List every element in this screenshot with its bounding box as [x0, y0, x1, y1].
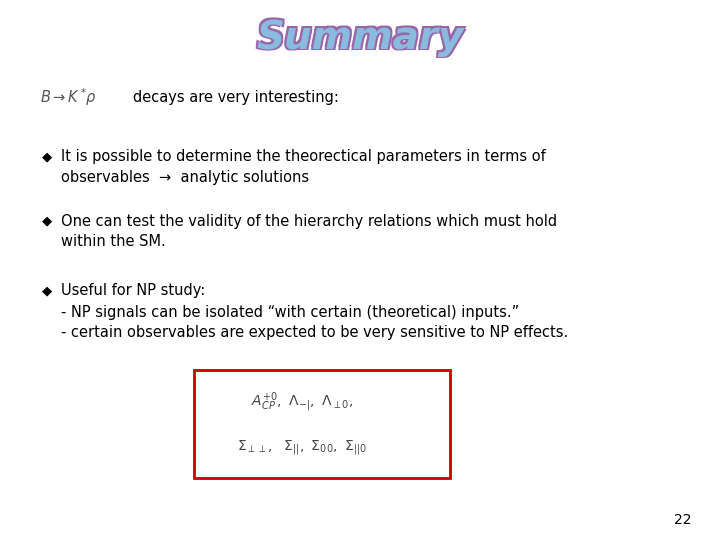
Bar: [194, 370, 450, 478]
Text: 22: 22: [674, 512, 691, 526]
Text: Summary: Summary: [258, 17, 466, 55]
Text: ◆: ◆: [42, 150, 52, 163]
Text: $A_{CP}^{+0},\ \Lambda_{-|},\ \Lambda_{\perp 0},$: $A_{CP}^{+0},\ \Lambda_{-|},\ \Lambda_{\…: [251, 391, 353, 414]
Text: ◆: ◆: [42, 284, 52, 297]
Text: ◆: ◆: [42, 215, 52, 228]
Text: - NP signals can be isolated “with certain (theoretical) inputs.”: - NP signals can be isolated “with certa…: [61, 305, 519, 320]
Text: decays are very interesting:: decays are very interesting:: [133, 90, 339, 105]
Text: Useful for NP study:: Useful for NP study:: [61, 283, 205, 298]
Text: $B \rightarrow K^*\!\rho$: $B \rightarrow K^*\!\rho$: [40, 86, 96, 108]
Text: Summary: Summary: [254, 17, 462, 55]
Text: observables  →  analytic solutions: observables → analytic solutions: [61, 170, 310, 185]
Text: One can test the validity of the hierarchy relations which must hold: One can test the validity of the hierarc…: [61, 214, 557, 229]
Text: within the SM.: within the SM.: [61, 234, 166, 249]
Text: $\Sigma_{\perp\perp},\ \ \Sigma_{||},\ \Sigma_{00},\ \Sigma_{||0}$: $\Sigma_{\perp\perp},\ \ \Sigma_{||},\ \…: [237, 438, 366, 457]
Text: It is possible to determine the theorectical parameters in terms of: It is possible to determine the theorect…: [61, 149, 546, 164]
Text: Summary: Summary: [256, 19, 464, 57]
Text: - certain observables are expected to be very sensitive to NP effects.: - certain observables are expected to be…: [61, 325, 569, 340]
Text: Summary: Summary: [254, 21, 462, 58]
Text: Summary: Summary: [258, 21, 466, 58]
